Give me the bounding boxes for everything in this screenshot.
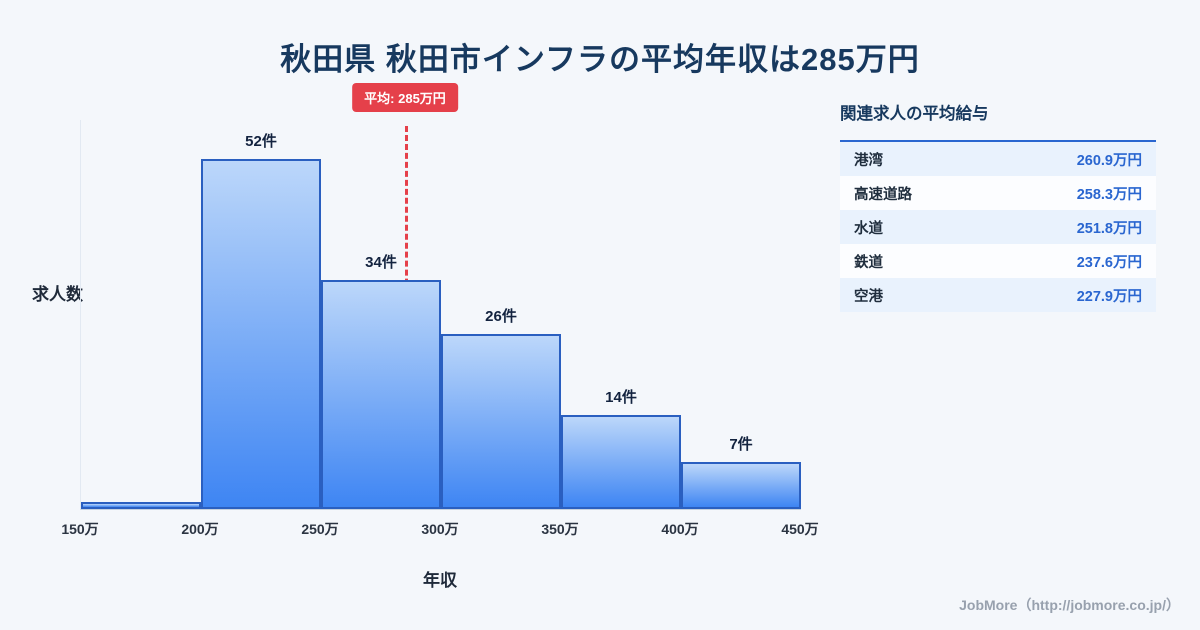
bar-count-label: 52件 [245,133,277,150]
job-category-label: 港湾 [854,152,883,169]
footer-credit: JobMore（http://jobmore.co.jp/） [959,597,1180,613]
average-badge: 平均: 285万円 [352,83,458,112]
x-tick-label: 300万 [421,521,459,537]
job-category-label: 高速道路 [854,186,912,203]
x-tick-label: 450万 [781,521,819,537]
related-job-row: 水道 251.8万円 [840,210,1156,244]
histogram-bar-300万-350万 [441,334,561,509]
histogram-bar-400万-450万 [681,462,801,509]
bar-count-label: 34件 [365,254,397,271]
panel-heading: 関連求人の平均給与 [840,105,989,123]
x-tick-label: 250万 [301,521,339,537]
job-salary-value: 251.8万円 [1076,220,1142,237]
related-job-row: 港湾 260.9万円 [840,142,1156,176]
job-salary-value: 237.6万円 [1076,254,1142,271]
x-tick-label: 350万 [541,521,579,537]
histogram-bar-350万-400万 [561,415,681,509]
plot-area: 平均: 285万円 52件 34件 26件 14件 7件 [80,83,801,510]
job-salary-value: 260.9万円 [1076,152,1142,169]
bar-count-label: 26件 [485,308,517,325]
related-job-row: 鉄道 237.6万円 [840,244,1156,278]
bar-count-label: 14件 [605,389,637,406]
related-job-row: 空港 227.9万円 [840,278,1156,312]
x-axis-ticks: 150万 200万 250万 300万 350万 400万 450万 [61,519,818,539]
page-title: 秋田県 秋田市インフラの平均年収は285万円 [280,42,920,77]
related-job-row: 高速道路 258.3万円 [840,176,1156,210]
x-tick-label: 400万 [661,521,699,537]
x-axis-label: 年収 [423,571,457,590]
related-jobs-table: 港湾 260.9万円高速道路 258.3万円水道 251.8万円鉄道 237.6万円空港… [840,140,1156,312]
histogram-bar-200万-250万 [201,159,321,509]
histogram-bar-250万-300万 [321,280,441,509]
y-axis-label: 求人数 [32,285,83,304]
job-category-label: 鉄道 [854,254,883,271]
job-salary-value: 258.3万円 [1076,186,1142,203]
bar-count-label: 7件 [729,436,753,453]
job-salary-value: 227.9万円 [1076,288,1142,305]
job-category-label: 空港 [854,288,883,305]
x-tick-label: 150万 [61,521,99,537]
histogram-bar-150万-200万 [81,502,201,509]
job-category-label: 水道 [854,220,883,237]
x-tick-label: 200万 [181,521,219,537]
